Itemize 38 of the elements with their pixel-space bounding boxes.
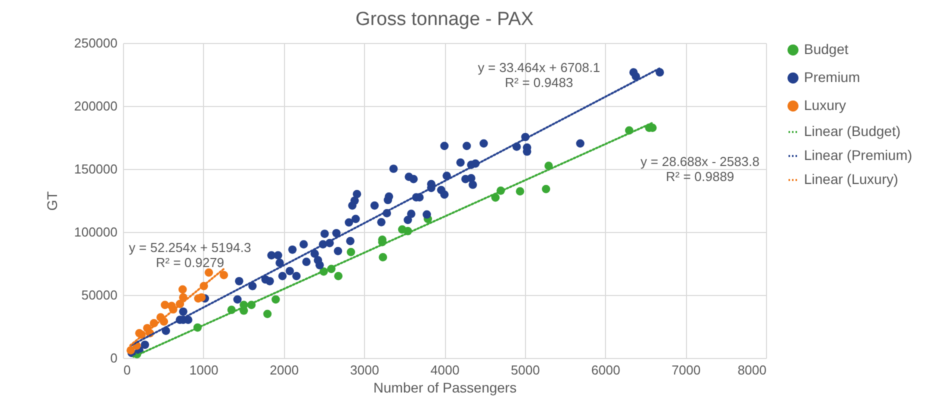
legend-label: Linear (Premium) — [804, 147, 912, 163]
x-tick-label: 2000 — [270, 362, 299, 378]
x-tick-label: 4000 — [430, 362, 460, 378]
y-tick-label: 50000 — [81, 288, 118, 302]
x-tick-label: 0 — [124, 362, 131, 378]
y-axis-title: GT — [44, 190, 60, 211]
point — [542, 184, 550, 194]
x-tick-label: 6000 — [591, 362, 620, 378]
annotation: y = 52.254x + 5194.3 R² = 0.9279 — [128, 240, 252, 270]
point — [346, 248, 356, 256]
legend-label: Linear (Luxury) — [804, 171, 898, 187]
legend-label: Linear (Budget) — [804, 123, 901, 139]
y-tick-label: 200000 — [74, 98, 118, 114]
y-tick-label: 100000 — [74, 224, 118, 240]
y-tick-label: 250000 — [74, 36, 118, 50]
point — [272, 295, 280, 304]
y-tick-label: 0 — [110, 350, 118, 366]
point — [126, 346, 135, 354]
x-tick-label: 8000 — [738, 362, 766, 378]
legend-label: Budget — [804, 41, 848, 57]
annotation: y = 33.464x + 6708.1 R² = 0.9483 — [478, 60, 600, 90]
x-axis-title: Number of Passengers — [373, 380, 517, 396]
x-tick-label: 7000 — [672, 362, 701, 378]
legend-label: Luxury — [804, 97, 846, 113]
point — [263, 310, 272, 318]
point — [178, 285, 187, 294]
point — [378, 253, 388, 262]
x-tick-label: 3000 — [350, 362, 380, 378]
annotation: y = 28.688x - 2583.8 R² = 0.9889 — [640, 154, 760, 184]
legend-label: Premium — [804, 69, 860, 85]
point — [516, 187, 524, 196]
point — [204, 268, 214, 277]
point — [334, 272, 343, 280]
x-tick-label: 5000 — [510, 362, 540, 378]
chart-title: Gross tonnage - PAX — [355, 9, 534, 30]
y-tick-label: 150000 — [74, 162, 118, 176]
point — [220, 270, 228, 280]
x-tick-label: 1000 — [189, 362, 218, 378]
